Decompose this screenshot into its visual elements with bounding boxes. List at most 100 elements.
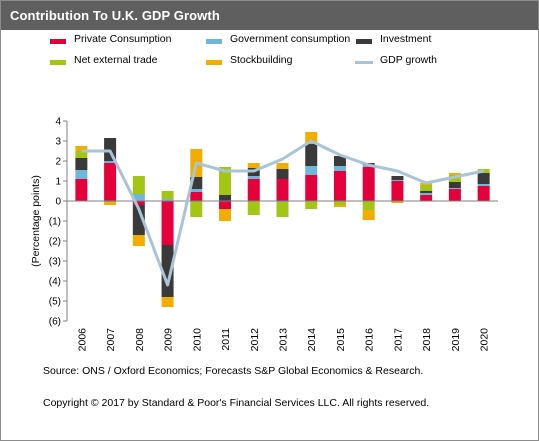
- bar-net-external-trade-2010: [190, 201, 203, 217]
- x-tick-label-2013: 2013: [278, 328, 290, 352]
- legend-label-stockbuilding: Stockbuilding: [230, 54, 293, 66]
- x-tick-label-2011: 2011: [220, 328, 232, 351]
- legend-swatch-investment: [356, 39, 372, 44]
- bar-private-consumption-2020: [477, 186, 490, 201]
- bar-government-consumption-2018: [420, 193, 433, 195]
- bar-stockbuilding-2011: [219, 209, 232, 221]
- bar-stockbuilding-2006: [75, 146, 88, 151]
- bar-private-consumption-2019: [448, 189, 461, 201]
- bar-government-consumption-2020: [477, 184, 490, 186]
- bar-private-consumption-2014: [305, 175, 318, 201]
- bar-net-external-trade-2018: [420, 185, 433, 191]
- x-tick-label-2014: 2014: [306, 328, 318, 352]
- x-tick-label-2007: 2007: [105, 328, 117, 352]
- bar-net-external-trade-2011: [219, 167, 232, 195]
- bar-private-consumption-2017: [391, 181, 404, 201]
- x-tick-label-2017: 2017: [392, 328, 404, 352]
- bar-private-consumption-2007: [104, 163, 117, 201]
- bar-private-consumption-2012: [247, 179, 260, 201]
- bar-investment-2015: [333, 156, 346, 166]
- bar-private-consumption-2018: [420, 195, 433, 201]
- bar-investment-2019: [448, 182, 461, 188]
- bar-private-consumption-2008: [132, 201, 145, 205]
- y-tick-label: (2): [49, 237, 61, 248]
- bar-investment-2013: [276, 169, 289, 179]
- x-tick-label-2006: 2006: [76, 328, 88, 352]
- legend-label-private-consumption: Private Consumption: [74, 33, 172, 45]
- legend-label-government-consumption: Government consumption: [230, 33, 351, 45]
- bar-net-external-trade-2016: [362, 201, 375, 210]
- y-tick-label: 1: [55, 177, 61, 188]
- legend-swatch-gdp-growth: [355, 61, 373, 64]
- bar-government-consumption-2008: [132, 194, 145, 201]
- x-tick-label-2009: 2009: [163, 328, 175, 352]
- y-tick-label: 2: [55, 157, 61, 168]
- bar-stockbuilding-2009: [161, 297, 174, 307]
- y-tick-label: (5): [49, 297, 61, 308]
- legend-label-net-external-trade: Net external trade: [74, 54, 158, 66]
- y-tick-label: 3: [55, 137, 61, 148]
- chart-title: Contribution To U.K. GDP Growth: [10, 8, 220, 23]
- bar-investment-2020: [477, 173, 490, 184]
- bar-stockbuilding-2012: [247, 163, 260, 168]
- bar-government-consumption-2015: [333, 166, 346, 171]
- y-tick-label: (1): [49, 217, 61, 228]
- x-tick-label-2016: 2016: [364, 328, 376, 352]
- bar-investment-2014: [305, 144, 318, 166]
- x-tick-label-2018: 2018: [421, 328, 433, 352]
- bar-government-consumption-2017: [391, 180, 404, 181]
- legend-swatch-stockbuilding: [206, 60, 222, 65]
- bar-government-consumption-2009: [161, 199, 174, 201]
- bar-stockbuilding-2013: [276, 163, 289, 169]
- bar-investment-2008: [132, 205, 145, 235]
- bar-stockbuilding-2015: [333, 205, 346, 207]
- bar-net-external-trade-2012: [247, 201, 260, 215]
- bar-private-consumption-2011: [219, 201, 232, 209]
- bar-investment-2009: [161, 245, 174, 297]
- x-tick-label-2010: 2010: [191, 328, 203, 352]
- y-tick-label: 0: [55, 197, 61, 208]
- bar-government-consumption-2006: [75, 170, 88, 179]
- x-tick-label-2012: 2012: [249, 328, 261, 352]
- source-note: Source: ONS / Oxford Economics; Forecast…: [43, 365, 424, 377]
- x-tick-label-2008: 2008: [134, 328, 146, 352]
- x-tick-label-2019: 2019: [450, 328, 462, 352]
- legend-swatch-government-consumption: [206, 39, 222, 44]
- bar-net-external-trade-2013: [276, 202, 289, 217]
- bar-investment-2011: [219, 195, 232, 201]
- legend-swatch-net-external-trade: [50, 60, 66, 65]
- x-tick-label-2020: 2020: [479, 328, 491, 352]
- copyright-note: Copyright © 2017 by Standard & Poor's Fi…: [43, 397, 430, 409]
- bar-net-external-trade-2014: [305, 201, 318, 209]
- legend-swatch-private-consumption: [50, 39, 66, 44]
- bar-stockbuilding-2008: [132, 235, 145, 246]
- y-tick-label: (4): [49, 277, 61, 288]
- bar-investment-2018: [420, 191, 433, 193]
- y-axis-title: (Percentage points): [30, 175, 42, 267]
- bar-stockbuilding-2017: [391, 201, 404, 203]
- gdp-growth-line: [81, 139, 484, 287]
- title-bar: Contribution To U.K. GDP Growth: [1, 1, 538, 30]
- y-tick-label: 4: [55, 117, 61, 128]
- y-tick-label: (6): [49, 317, 61, 328]
- bar-stockbuilding-2007: [104, 202, 117, 205]
- bar-government-consumption-2010: [190, 189, 203, 192]
- bar-private-consumption-2006: [75, 179, 88, 201]
- bar-private-consumption-2016: [362, 167, 375, 201]
- bar-government-consumption-2014: [305, 166, 318, 175]
- bar-government-consumption-2019: [448, 188, 461, 189]
- legend-label-investment: Investment: [380, 33, 432, 45]
- bar-stockbuilding-2019: [448, 173, 461, 175]
- bar-investment-2017: [391, 176, 404, 180]
- bar-net-external-trade-2006: [75, 151, 88, 158]
- bar-private-consumption-2009: [161, 201, 174, 245]
- bar-government-consumption-2007: [104, 161, 117, 163]
- bar-government-consumption-2012: [247, 176, 260, 179]
- x-tick-label-2015: 2015: [335, 328, 347, 352]
- legend-label-gdp-growth: GDP growth: [380, 54, 437, 66]
- bar-net-external-trade-2020: [477, 169, 490, 173]
- bar-net-external-trade-2008: [132, 176, 145, 194]
- y-tick-label: (3): [49, 257, 61, 268]
